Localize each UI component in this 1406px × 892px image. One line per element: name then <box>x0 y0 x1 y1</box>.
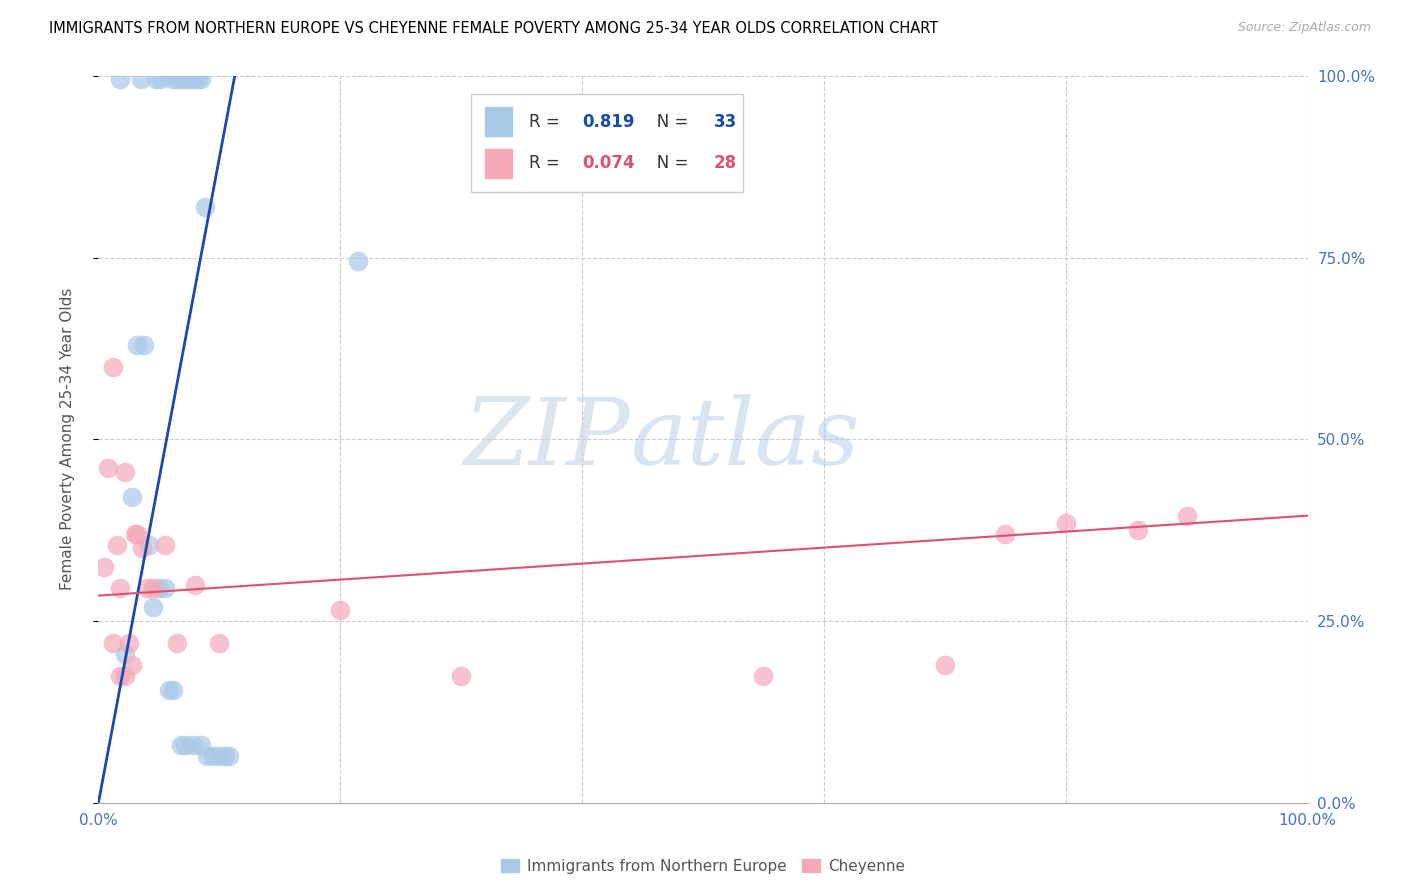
Point <box>108 582 131 596</box>
Point <box>114 465 136 479</box>
Text: 33: 33 <box>714 112 737 130</box>
Point <box>108 72 131 87</box>
Text: R =: R = <box>529 112 565 130</box>
Point <box>127 526 149 541</box>
Point <box>121 657 143 672</box>
Point <box>124 526 146 541</box>
Point <box>166 636 188 650</box>
Point <box>174 72 197 87</box>
Point <box>169 738 191 752</box>
Point <box>169 72 191 87</box>
Point <box>97 461 120 475</box>
Point <box>121 491 143 505</box>
Text: atlas: atlas <box>630 394 860 484</box>
Text: 0.074: 0.074 <box>582 154 634 172</box>
Point <box>202 748 225 763</box>
Point <box>450 668 472 682</box>
Point <box>101 359 124 374</box>
Point <box>214 748 236 763</box>
Point <box>108 668 131 682</box>
Text: R =: R = <box>529 154 565 172</box>
Point <box>93 559 115 574</box>
Point <box>190 72 212 87</box>
Point <box>194 200 217 214</box>
Point <box>190 738 212 752</box>
Point <box>208 636 231 650</box>
Point <box>129 72 152 87</box>
Text: ZIP: ZIP <box>464 394 630 484</box>
Point <box>150 72 173 87</box>
Point <box>166 72 188 87</box>
Point <box>174 738 197 752</box>
Point <box>118 636 141 650</box>
Point <box>148 582 170 596</box>
Point <box>101 636 124 650</box>
Text: Source: ZipAtlas.com: Source: ZipAtlas.com <box>1237 21 1371 34</box>
Point <box>934 657 956 672</box>
Point <box>329 603 352 617</box>
Point <box>153 538 176 552</box>
Point <box>142 599 165 614</box>
Point <box>195 748 218 763</box>
Point <box>179 72 201 87</box>
Point <box>347 254 370 268</box>
Text: N =: N = <box>641 112 695 130</box>
Point <box>138 538 160 552</box>
Point <box>187 72 209 87</box>
Text: IMMIGRANTS FROM NORTHERN EUROPE VS CHEYENNE FEMALE POVERTY AMONG 25-34 YEAR OLDS: IMMIGRANTS FROM NORTHERN EUROPE VS CHEYE… <box>49 21 938 36</box>
Point <box>181 72 204 87</box>
Point <box>994 526 1017 541</box>
Point <box>157 683 180 698</box>
Point <box>752 668 775 682</box>
Point <box>1128 523 1150 537</box>
Point <box>181 738 204 752</box>
Point <box>153 582 176 596</box>
Point <box>105 538 128 552</box>
Legend: Immigrants from Northern Europe, Cheyenne: Immigrants from Northern Europe, Cheyenn… <box>495 853 911 880</box>
Point <box>208 748 231 763</box>
Point <box>142 582 165 596</box>
Point <box>134 338 156 352</box>
Point <box>218 748 240 763</box>
Text: 28: 28 <box>714 154 737 172</box>
Point <box>114 647 136 661</box>
Point <box>145 72 167 87</box>
Point <box>1054 516 1077 530</box>
Bar <box>485 148 512 178</box>
Point <box>162 683 184 698</box>
Point <box>127 338 149 352</box>
Text: N =: N = <box>641 154 695 172</box>
Point <box>162 72 184 87</box>
Point <box>131 541 153 556</box>
Point <box>1175 508 1198 523</box>
Text: 0.819: 0.819 <box>582 112 634 130</box>
Bar <box>485 107 512 136</box>
FancyBboxPatch shape <box>471 94 742 192</box>
Point <box>184 578 207 592</box>
Point <box>135 582 157 596</box>
Point <box>114 668 136 682</box>
Y-axis label: Female Poverty Among 25-34 Year Olds: Female Poverty Among 25-34 Year Olds <box>60 288 75 591</box>
